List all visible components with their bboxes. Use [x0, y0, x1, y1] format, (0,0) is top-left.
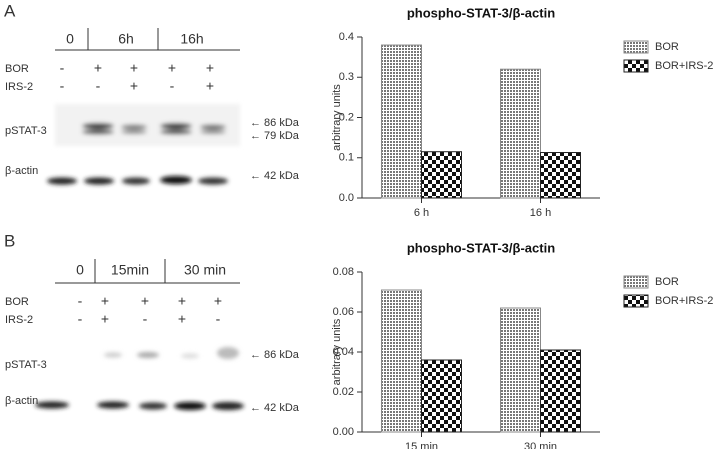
y-axis-label: arbitrary units [331, 84, 343, 151]
x-tick-label: 6 h [414, 207, 429, 219]
legend-label: BOR+IRS-2 [655, 295, 713, 307]
x-tick-label: 15 min [405, 441, 438, 449]
row-label: IRS-2 [5, 314, 33, 326]
y-tick-label: 0.1 [339, 152, 354, 164]
treatment-sign: + [168, 60, 176, 76]
treatment-sign: - [78, 311, 83, 327]
legend-swatch [623, 275, 649, 289]
size-marker: ← 42 kDa [250, 402, 300, 414]
treatment-sign: + [214, 293, 222, 309]
y-tick-label: 0.04 [333, 346, 354, 358]
band-label: β-actin [5, 395, 38, 407]
y-tick-label: 0.3 [339, 71, 354, 83]
legend-label: BOR [655, 276, 679, 288]
y-axis-label: arbitrary units [331, 318, 343, 385]
y-tick-label: 0.0 [339, 192, 354, 204]
treatment-sign: - [78, 293, 83, 309]
y-tick-label: 0.4 [339, 31, 354, 43]
time-header: 15min [111, 262, 149, 278]
row-label: BOR [5, 296, 29, 308]
y-tick-label: 0.06 [333, 306, 354, 318]
y-tick-label: 0.02 [333, 386, 354, 398]
treatment-sign: - [170, 78, 175, 94]
legend-swatch [623, 40, 649, 54]
size-marker: ← 86 kDa [250, 349, 300, 361]
chart-title: phospho-STAT-3/β-actin [407, 240, 555, 255]
treatment-sign: + [178, 293, 186, 309]
time-header: 0 [76, 262, 84, 278]
size-marker: ← 86 kDa [250, 117, 300, 129]
row-label: IRS-2 [5, 81, 33, 93]
band-label: β-actin [5, 165, 38, 177]
treatment-sign: - [143, 311, 148, 327]
treatment-sign: - [96, 78, 101, 94]
time-header: 30 min [184, 262, 226, 278]
treatment-sign: + [101, 311, 109, 327]
treatment-sign: + [206, 78, 214, 94]
legend-swatch [623, 59, 649, 73]
bar [421, 359, 462, 433]
x-tick-label: 16 h [530, 207, 551, 219]
legend-label: BOR [655, 41, 679, 53]
treatment-sign: + [130, 60, 138, 76]
bar [421, 151, 462, 199]
treatment-sign: + [141, 293, 149, 309]
chart-title: phospho-STAT-3/β-actin [407, 5, 555, 20]
x-tick-label: 30 min [524, 441, 557, 449]
treatment-sign: + [130, 78, 138, 94]
treatment-sign: + [101, 293, 109, 309]
panel-label: A [4, 1, 16, 20]
bar [540, 152, 581, 199]
bar [381, 44, 422, 199]
bar [500, 68, 541, 199]
legend-label: BOR+IRS-2 [655, 60, 713, 72]
treatment-sign: - [60, 60, 65, 76]
blot-images [35, 104, 244, 410]
y-tick-label: 0.08 [333, 266, 354, 278]
row-label: BOR [5, 63, 29, 75]
y-tick-label: 0.00 [333, 426, 354, 438]
size-marker: ← 42 kDa [250, 170, 300, 182]
treatment-sign: + [94, 60, 102, 76]
panel-label: B [4, 231, 15, 250]
bar [540, 349, 581, 433]
treatment-sign: + [206, 60, 214, 76]
band-label: pSTAT-3 [5, 125, 47, 137]
treatment-sign: + [178, 311, 186, 327]
size-marker: ← 79 kDa [250, 130, 300, 142]
time-header: 0 [66, 31, 74, 47]
time-header: 6h [118, 31, 134, 47]
y-tick-label: 0.2 [339, 111, 354, 123]
treatment-sign: - [216, 311, 221, 327]
bar [500, 307, 541, 433]
legend-swatch [623, 294, 649, 308]
treatment-sign: - [60, 78, 65, 94]
bar [381, 289, 422, 433]
band-label: pSTAT-3 [5, 359, 47, 371]
time-header: 16h [180, 31, 203, 47]
